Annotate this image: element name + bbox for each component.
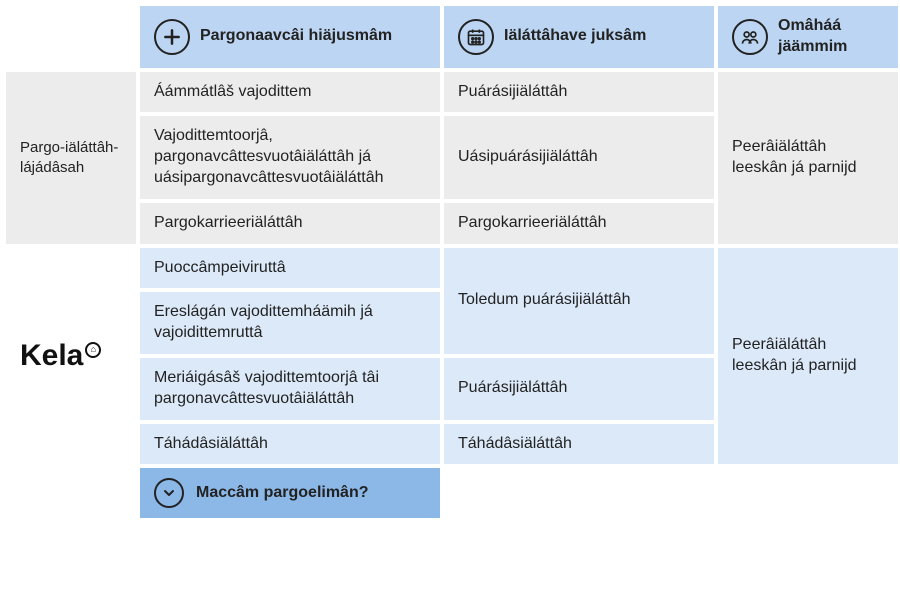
plus-icon [154,19,190,55]
table-cell: Pargokarrieeriäláttâh [444,203,714,244]
row-label-earnings-pension: Pargo-iäláttâh-lájádâsah [6,72,136,244]
row-label-text: Pargo-iäláttâh-lájádâsah [20,138,122,177]
chevron-down-icon [154,478,184,508]
cell-text: Vajodittemtoorjâ, pargonavcâttesvuotâiäl… [154,126,426,188]
table-cell: Meriáigásâš vajodittemtoorjâ tâi pargona… [140,358,440,420]
table-cell: Toledum puárásijiäláttâh [444,248,714,354]
table-cell: Peerâiäláttâh leeskân já parnijd [718,72,898,244]
expand-button-label: Maccâm pargoelimân? [196,483,369,504]
header-label: Omâháá jäämmim [778,16,884,58]
cell-text: Puoccâmpeiviruttâ [154,258,286,279]
cell-text: Uásipuárásijiäláttâh [458,147,598,168]
header-label: Pargonaavcâi hiäjusmâm [200,26,392,47]
cell-text: Meriáigásâš vajodittemtoorjâ tâi pargona… [154,368,426,410]
cell-text: Áámmátlâš vajodittem [154,82,311,103]
pension-table: Pargonaavcâi hiäjusmâm Iäláttâhave juksâ… [0,0,900,524]
cell-text: Puárásijiäláttâh [458,82,567,103]
table-cell: Táhádâsiäláttâh [444,424,714,465]
kela-logo-text: Kela [20,336,83,375]
table-cell: Puárásijiäláttâh [444,358,714,420]
table-cell: Uásipuárásijiäláttâh [444,116,714,198]
table-cell: Pargokarrieeriäláttâh [140,203,440,244]
cell-text: Peerâiäláttâh leeskân já parnijd [732,335,884,377]
table-cell: Peerâiäláttâh leeskân já parnijd [718,248,898,465]
header-spacer [6,6,136,68]
table-cell: Ereslágán vajodittemháämih já vajoiditte… [140,292,440,354]
header-col-disability: Pargonaavcâi hiäjusmâm [140,6,440,68]
people-icon [732,19,768,55]
cell-text: Peerâiäláttâh leeskân já parnijd [732,137,884,179]
cell-text: Pargokarrieeriäláttâh [458,213,607,234]
header-col-survivor: Omâháá jäämmim [718,6,898,68]
cell-text: Táhádâsiäláttâh [458,434,572,455]
cell-text: Táhádâsiäláttâh [154,434,268,455]
cell-text: Ereslágán vajodittemháämih já vajoiditte… [154,302,426,344]
expand-return-to-work-button[interactable]: Maccâm pargoelimân? [140,468,440,518]
cell-text: Puárásijiäláttâh [458,378,567,399]
header-label: Iäláttâhave juksâm [504,26,646,47]
table-cell: Áámmátlâš vajodittem [140,72,440,113]
table-cell: Puárásijiäláttâh [444,72,714,113]
table-cell: Táhádâsiäláttâh [140,424,440,465]
cell-text: Toledum puárásijiäláttâh [458,290,631,311]
cell-text: Pargokarrieeriäláttâh [154,213,303,234]
kela-logo-icon: ⌂ [85,342,101,358]
table-cell: Vajodittemtoorjâ, pargonavcâttesvuotâiäl… [140,116,440,198]
row-label-kela: Kela⌂ [6,248,136,465]
calendar-icon [458,19,494,55]
header-col-retirement: Iäláttâhave juksâm [444,6,714,68]
table-cell: Puoccâmpeiviruttâ [140,248,440,289]
